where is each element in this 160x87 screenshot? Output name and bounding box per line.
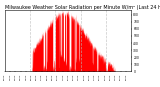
- Text: Milwaukee Weather Solar Radiation per Minute W/m² (Last 24 Hours): Milwaukee Weather Solar Radiation per Mi…: [5, 5, 160, 10]
